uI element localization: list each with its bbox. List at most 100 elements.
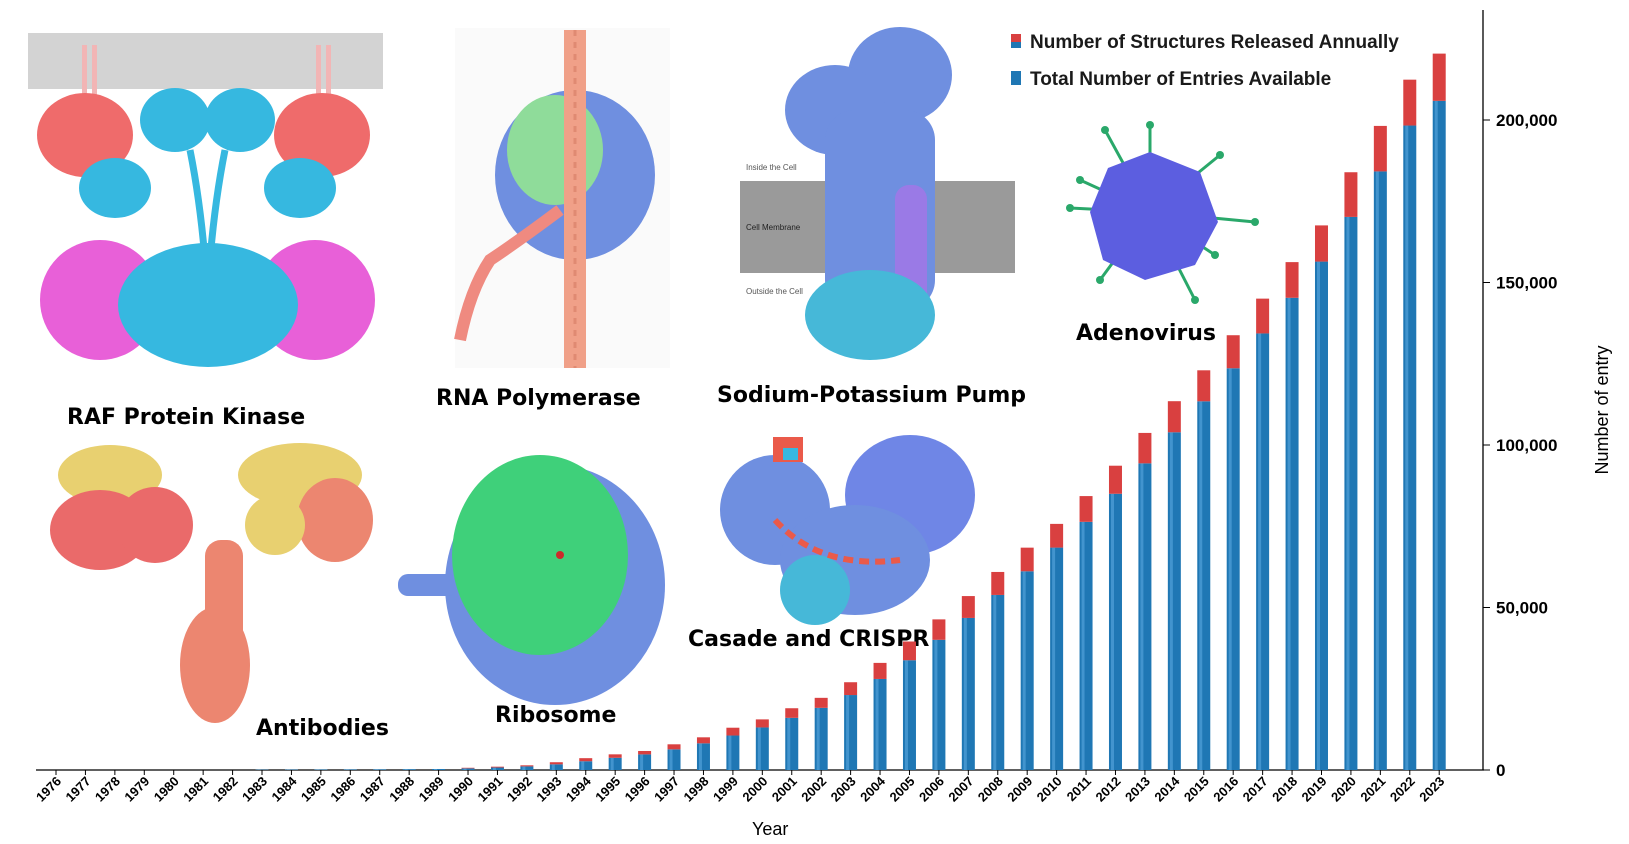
x-tick-label-2017: 2017 (1240, 774, 1271, 805)
bar-total-1997 (667, 749, 681, 770)
bar-released-2021 (1373, 125, 1387, 172)
label-ribosome: Ribosome (495, 703, 616, 728)
casade-crispr-illustration (720, 435, 975, 625)
bar-highlight-2003 (846, 695, 850, 770)
x-tick-label-2020: 2020 (1328, 774, 1359, 805)
bar-highlight-1998 (698, 743, 702, 770)
bar-total-1998 (696, 743, 710, 770)
x-tick-label-1987: 1987 (357, 774, 388, 805)
bar-total-2016 (1226, 368, 1240, 770)
x-axis-title: Year (752, 819, 788, 839)
x-tick-label-1989: 1989 (416, 774, 447, 805)
bar-total-1996 (638, 754, 652, 770)
bar-total-2003 (844, 695, 858, 770)
bar-released-2004 (873, 662, 887, 679)
x-tick-label-2003: 2003 (828, 774, 859, 805)
x-tick-label-2009: 2009 (1004, 774, 1035, 805)
y-tick-label-50000: 50,000 (1496, 599, 1548, 618)
bar-released-1997 (667, 744, 681, 750)
bar-released-2007 (961, 596, 975, 618)
bar-highlight-2001 (787, 717, 791, 770)
x-tick-label-2001: 2001 (769, 774, 800, 805)
x-tick-label-2000: 2000 (739, 774, 770, 805)
bar-released-2022 (1403, 79, 1417, 126)
membrane-text: Cell Membrane (746, 223, 801, 232)
bar-highlight-2018 (1287, 297, 1291, 770)
bar-highlight-2013 (1140, 463, 1144, 770)
bar-highlight-2010 (1052, 547, 1056, 770)
bar-highlight-2005 (904, 660, 908, 770)
x-tick-label-1996: 1996 (622, 774, 653, 805)
rna-polymerase-illustration (454, 28, 670, 368)
x-tick-label-2013: 2013 (1122, 774, 1153, 805)
bar-total-2000 (755, 727, 769, 770)
bar-highlight-1986 (345, 769, 349, 770)
bar-highlight-1991 (492, 767, 496, 770)
bar-highlight-1997 (669, 749, 673, 770)
bar-total-2005 (902, 660, 916, 770)
x-tick-label-1999: 1999 (710, 774, 741, 805)
bar-released-1994 (579, 758, 593, 762)
bar-total-1986 (343, 769, 357, 770)
bar-highlight-2019 (1316, 261, 1320, 770)
bar-total-2010 (1050, 547, 1064, 770)
bar-released-2019 (1314, 225, 1328, 262)
bar-released-1990 (461, 767, 475, 769)
ribosome-illustration (398, 455, 665, 705)
bar-released-1999 (726, 727, 740, 736)
bar-released-2020 (1344, 172, 1358, 217)
bar-released-2002 (814, 697, 828, 708)
bar-total-2006 (932, 639, 946, 770)
bar-released-2018 (1285, 262, 1299, 298)
bar-released-2013 (1138, 432, 1152, 464)
legend-swatch-released (1011, 34, 1021, 42)
x-tick-label-1976: 1976 (33, 774, 64, 805)
bar-highlight-2015 (1199, 401, 1203, 770)
x-tick-label-1990: 1990 (445, 774, 476, 805)
bar-released-1998 (696, 737, 710, 744)
bar-released-2009 (1020, 547, 1034, 572)
bar-total-2002 (814, 707, 828, 770)
x-tick-label-2014: 2014 (1151, 773, 1183, 805)
bar-released-1992 (520, 765, 534, 767)
x-tick-label-1993: 1993 (533, 774, 564, 805)
bar-total-2008 (991, 594, 1005, 770)
x-tick-label-1977: 1977 (62, 774, 93, 805)
bar-released-2023 (1432, 53, 1446, 101)
x-tick-label-2015: 2015 (1181, 774, 1212, 805)
bar-highlight-1985 (316, 769, 320, 770)
x-tick-label-2008: 2008 (975, 774, 1006, 805)
bar-total-2022 (1403, 125, 1417, 770)
bar-total-2023 (1432, 100, 1446, 770)
x-tick-label-1979: 1979 (121, 774, 152, 805)
bar-released-2017 (1256, 298, 1270, 334)
bar-total-1989 (432, 768, 446, 770)
x-tick-label-2019: 2019 (1299, 774, 1330, 805)
bar-highlight-2022 (1405, 125, 1409, 770)
bar-released-2016 (1226, 335, 1240, 369)
bar-released-2015 (1197, 370, 1211, 402)
y-axis-title: Number of entry (1592, 345, 1612, 474)
x-tick-label-1988: 1988 (386, 774, 417, 805)
bar-highlight-1989 (434, 768, 438, 770)
bar-total-1990 (461, 768, 475, 770)
bar-total-1987 (373, 769, 387, 770)
bar-released-2012 (1108, 465, 1122, 494)
legend: Number of Structures Released Annually T… (1011, 32, 1399, 90)
bar-total-2021 (1373, 171, 1387, 770)
bar-highlight-2002 (816, 707, 820, 770)
bar-total-2014 (1167, 432, 1181, 770)
x-tick-label-2006: 2006 (916, 774, 947, 805)
legend-item-released: Number of Structures Released Annually (1011, 32, 1399, 53)
x-tick-label-2007: 2007 (945, 774, 976, 805)
bar-released-2014 (1167, 401, 1181, 433)
bar-total-2019 (1314, 261, 1328, 770)
bar-highlight-2004 (875, 678, 879, 770)
legend-label-total: Total Number of Entries Available (1030, 69, 1331, 90)
label-casade: Casade and CRISPR (688, 627, 929, 652)
y-tick-label-200000: 200,000 (1496, 111, 1557, 130)
x-tick-label-1994: 1994 (563, 773, 595, 805)
sodium-potassium-pump-illustration: Inside the Cell Cell Membrane Outside th… (740, 27, 1015, 360)
bar-highlight-1995 (610, 757, 614, 770)
bar-highlight-1992 (522, 766, 526, 770)
